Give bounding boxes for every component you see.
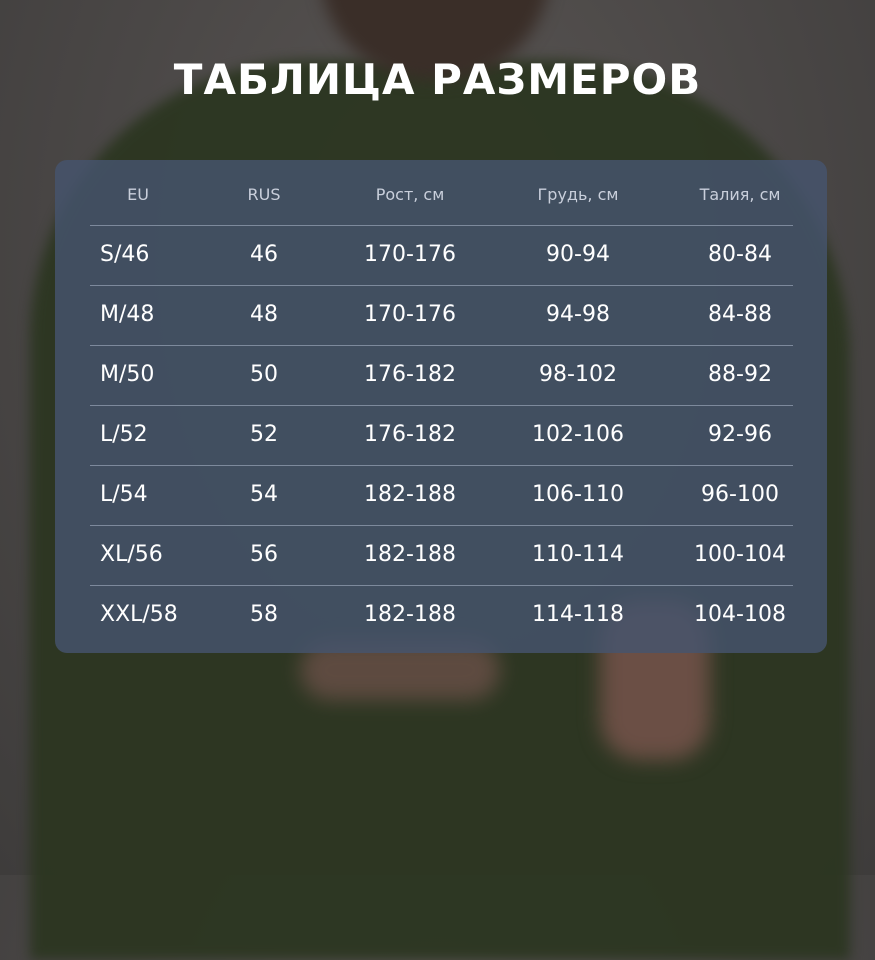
cell-rus: 52: [250, 422, 278, 447]
cell-height: 182-188: [364, 602, 456, 627]
header-chest: Грудь, см: [537, 185, 619, 204]
cell-eu: S/46: [100, 242, 150, 267]
header-eu: EU: [127, 185, 149, 204]
row-divider: [90, 345, 793, 346]
cell-height: 170-176: [364, 242, 456, 267]
cell-waist: 100-104: [694, 542, 786, 567]
cell-rus: 50: [250, 362, 278, 387]
cell-height: 182-188: [364, 542, 456, 567]
cell-height: 182-188: [364, 482, 456, 507]
cell-eu: XL/56: [100, 542, 163, 567]
cell-height: 176-182: [364, 422, 456, 447]
header-waist: Талия, см: [699, 185, 781, 204]
cell-waist: 84-88: [708, 302, 772, 327]
cell-chest: 94-98: [546, 302, 610, 327]
cell-chest: 102-106: [532, 422, 624, 447]
row-divider: [90, 285, 793, 286]
table-row: L/52 52 176-182 102-106 92-96: [90, 405, 793, 465]
header-rus: RUS: [247, 185, 281, 204]
row-divider: [90, 525, 793, 526]
size-table: EU RUS Рост, см Грудь, см Талия, см S/46…: [55, 160, 827, 653]
header-height: Рост, см: [375, 185, 445, 204]
cell-eu: L/52: [100, 422, 148, 447]
row-divider: [90, 405, 793, 406]
cell-chest: 114-118: [532, 602, 624, 627]
cell-eu: L/54: [100, 482, 148, 507]
table-row: M/48 48 170-176 94-98 84-88: [90, 285, 793, 345]
cell-eu: M/48: [100, 302, 155, 327]
cell-chest: 106-110: [532, 482, 624, 507]
cell-eu: XXL/58: [100, 602, 178, 627]
cell-chest: 98-102: [539, 362, 617, 387]
table-row: L/54 54 182-188 106-110 96-100: [90, 465, 793, 525]
cell-rus: 48: [250, 302, 278, 327]
table-row: XL/56 56 182-188 110-114 100-104: [90, 525, 793, 585]
cell-waist: 104-108: [694, 602, 786, 627]
cell-rus: 58: [250, 602, 278, 627]
cell-height: 170-176: [364, 302, 456, 327]
table-row: XXL/58 58 182-188 114-118 104-108: [90, 585, 793, 645]
cell-waist: 88-92: [708, 362, 772, 387]
cell-waist: 80-84: [708, 242, 772, 267]
table-row: S/46 46 170-176 90-94 80-84: [90, 225, 793, 285]
row-divider: [90, 585, 793, 586]
cell-rus: 46: [250, 242, 278, 267]
cell-rus: 56: [250, 542, 278, 567]
cell-height: 176-182: [364, 362, 456, 387]
cell-waist: 92-96: [708, 422, 772, 447]
cell-rus: 54: [250, 482, 278, 507]
row-divider: [90, 225, 793, 226]
table-row: M/50 50 176-182 98-102 88-92: [90, 345, 793, 405]
cell-waist: 96-100: [701, 482, 779, 507]
cell-eu: M/50: [100, 362, 155, 387]
table-header: EU RUS Рост, см Грудь, см Талия, см: [90, 165, 793, 225]
page-title: ТАБЛИЦА РАЗМЕРОВ: [173, 55, 702, 104]
cell-chest: 90-94: [546, 242, 610, 267]
row-divider: [90, 465, 793, 466]
cell-chest: 110-114: [532, 542, 624, 567]
